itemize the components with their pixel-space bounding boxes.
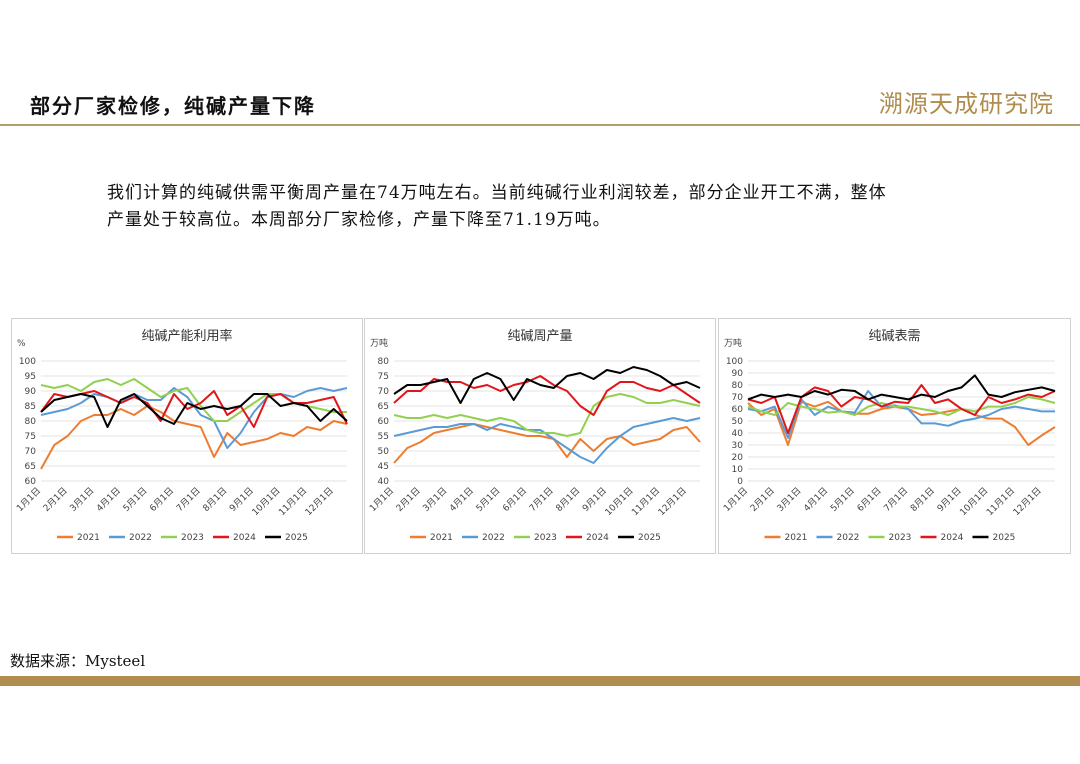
chart: 纯碱周产量万吨4045505560657075801月1日2月1日3月1日4月1… bbox=[364, 318, 716, 554]
data-line bbox=[393, 366, 701, 404]
y-tick-label: 75 bbox=[378, 372, 389, 382]
legend-label: 2023 bbox=[181, 533, 204, 543]
y-tick-label: 100 bbox=[19, 357, 36, 367]
y-tick-label: 80 bbox=[732, 381, 744, 391]
chart-frame bbox=[718, 318, 1071, 554]
y-tick-label: 70 bbox=[25, 447, 37, 457]
data-line bbox=[393, 393, 701, 437]
legend-label: 2024 bbox=[941, 533, 964, 543]
y-tick-label: 90 bbox=[25, 387, 37, 397]
y-tick-label: 0 bbox=[737, 477, 743, 487]
legend-label: 2022 bbox=[837, 533, 860, 543]
paragraph-line: 我们计算的纯碱供需平衡周产量在74万吨左右。当前纯碱行业利润较差，部分企业开工不… bbox=[107, 183, 887, 203]
data-line bbox=[393, 417, 701, 464]
y-tick-label: 50 bbox=[378, 447, 390, 457]
y-tick-label: 10 bbox=[732, 465, 744, 475]
legend-label: 2021 bbox=[77, 533, 100, 543]
data-line bbox=[40, 405, 348, 470]
y-tick-label: 95 bbox=[25, 372, 36, 382]
legend-label: 2024 bbox=[586, 533, 609, 543]
y-tick-label: 55 bbox=[378, 432, 389, 442]
y-tick-label: 80 bbox=[378, 357, 390, 367]
chart-title: 纯碱周产量 bbox=[507, 329, 572, 344]
y-tick-label: 45 bbox=[378, 462, 389, 472]
page-title: 部分厂家检修，纯碱产量下降 bbox=[30, 94, 316, 118]
y-tick-label: 85 bbox=[25, 402, 36, 412]
chart: 纯碱产能利用率%60657075808590951001月1日2月1日3月1日4… bbox=[11, 318, 363, 554]
legend-label: 2025 bbox=[993, 533, 1016, 543]
chart: 纯碱表需万吨01020304050607080901001月1日2月1日3月1日… bbox=[718, 318, 1071, 554]
y-tick-label: 60 bbox=[378, 417, 390, 427]
source-note: 数据来源：Mysteel bbox=[10, 652, 146, 670]
legend-label: 2025 bbox=[638, 533, 661, 543]
legend-label: 2023 bbox=[534, 533, 557, 543]
data-line bbox=[393, 423, 701, 464]
data-line bbox=[747, 384, 1056, 434]
data-line bbox=[747, 396, 1056, 416]
y-tick-label: 70 bbox=[378, 387, 390, 397]
data-line bbox=[393, 375, 701, 416]
y-tick-label: 80 bbox=[25, 417, 37, 427]
chart-title: 纯碱产能利用率 bbox=[141, 328, 232, 344]
y-tick-label: 60 bbox=[25, 477, 37, 487]
y-tick-label: 60 bbox=[732, 405, 744, 415]
logo: 溯源天成研究院 bbox=[879, 90, 1054, 118]
y-tick-label: 40 bbox=[732, 429, 744, 439]
legend-label: 2024 bbox=[233, 533, 256, 543]
y-axis-label: 万吨 bbox=[724, 337, 742, 349]
legend-label: 2022 bbox=[482, 533, 505, 543]
y-axis-label: % bbox=[17, 339, 26, 349]
y-axis-label: 万吨 bbox=[370, 337, 388, 349]
y-tick-label: 20 bbox=[732, 453, 744, 463]
y-tick-label: 40 bbox=[378, 477, 390, 487]
legend-label: 2021 bbox=[785, 533, 808, 543]
y-tick-label: 65 bbox=[25, 462, 36, 472]
y-tick-label: 90 bbox=[732, 369, 744, 379]
chart-title: 纯碱表需 bbox=[868, 329, 920, 344]
y-tick-label: 50 bbox=[732, 417, 744, 427]
y-tick-label: 65 bbox=[378, 402, 389, 412]
legend-label: 2023 bbox=[889, 533, 912, 543]
header-rule bbox=[0, 124, 1080, 126]
legend-label: 2022 bbox=[129, 533, 152, 543]
legend-label: 2025 bbox=[285, 533, 308, 543]
y-tick-label: 75 bbox=[25, 432, 36, 442]
y-tick-label: 70 bbox=[732, 393, 744, 403]
legend-label: 2021 bbox=[430, 533, 453, 543]
y-tick-label: 100 bbox=[726, 357, 743, 367]
data-line bbox=[747, 374, 1056, 401]
data-line bbox=[40, 393, 348, 428]
y-tick-label: 30 bbox=[732, 441, 744, 451]
paragraph-line: 产量处于较高位。本周部分厂家检修，产量下降至71.19万吨。 bbox=[107, 210, 611, 230]
footer-band bbox=[0, 676, 1080, 686]
